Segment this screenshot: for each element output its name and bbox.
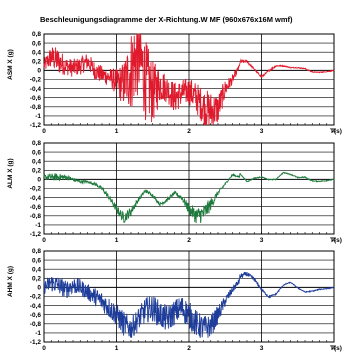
y-axis-label: AHM X (g) bbox=[7, 266, 14, 297]
x-tick-label: 0 bbox=[42, 237, 46, 244]
x-tick-label: 2 bbox=[187, 237, 191, 244]
y-tick-label: 0 bbox=[37, 285, 41, 292]
x-tick-label: 3 bbox=[260, 345, 264, 352]
y-tick-label: 0 bbox=[37, 68, 41, 75]
y-tick-label: -0,4 bbox=[30, 303, 42, 310]
y-tick-label: -1 bbox=[35, 222, 41, 229]
series-line-2 bbox=[43, 171, 335, 224]
y-tick-label: -1 bbox=[35, 113, 41, 120]
x-tick-label: 2 bbox=[187, 128, 191, 135]
x-tick-label: 4 bbox=[332, 128, 336, 135]
y-tick-label: -0,2 bbox=[30, 77, 42, 84]
y-tick-label: 0,6 bbox=[32, 149, 41, 156]
x-tick-label: 4 bbox=[332, 237, 336, 244]
x-axis-label: T(s) bbox=[330, 237, 342, 244]
y-tick-label: -1,2 bbox=[30, 231, 42, 238]
y-tick-label: -0,4 bbox=[30, 195, 42, 202]
y-tick-label: 0,2 bbox=[32, 168, 41, 175]
y-tick-label: -0,8 bbox=[30, 321, 42, 328]
y-tick-label: -1,2 bbox=[30, 122, 42, 129]
x-tick-label: 4 bbox=[332, 345, 336, 352]
series-line-1 bbox=[43, 33, 335, 126]
y-tick-label: 0,2 bbox=[32, 59, 41, 66]
y-tick-label: -0,4 bbox=[30, 86, 42, 93]
y-tick-label: 0 bbox=[37, 177, 41, 184]
chart-panel-3: 0,80,60,40,20-0,2-0,4-0,6-0,8-1-1,20 1 2 3 4… bbox=[7, 248, 342, 352]
chart-panel-1: 0,80,60,40,20-0,2-0,4-0,6-0,8-1-1,20 1 2 3 4… bbox=[7, 31, 342, 135]
x-tick-label: 0 bbox=[42, 128, 46, 135]
x-axis-label: T(s) bbox=[330, 128, 342, 135]
y-tick-label: 0,8 bbox=[32, 248, 41, 255]
y-axis-label: ALM X (g) bbox=[7, 158, 14, 188]
y-tick-label: 0,4 bbox=[32, 158, 41, 165]
y-tick-label: -0,2 bbox=[30, 294, 42, 301]
y-tick-label: -0,6 bbox=[30, 204, 42, 211]
y-tick-label: 0,4 bbox=[32, 266, 41, 273]
y-tick-label: -1 bbox=[35, 330, 41, 337]
x-tick-label: 3 bbox=[260, 237, 264, 244]
x-tick-label: 2 bbox=[187, 345, 191, 352]
x-tick-label: 1 bbox=[115, 345, 119, 352]
chart-panel-2: 0,80,60,40,20-0,2-0,4-0,6-0,8-1-1,20 1 2 3 4… bbox=[7, 140, 342, 244]
y-tick-label: -0,6 bbox=[30, 95, 42, 102]
y-tick-label: 0,6 bbox=[32, 40, 41, 47]
x-tick-label: 3 bbox=[260, 128, 264, 135]
x-tick-label: 1 bbox=[115, 237, 119, 244]
y-tick-label: 0,2 bbox=[32, 276, 41, 283]
y-tick-label: 0,6 bbox=[32, 257, 41, 264]
x-tick-label: 1 bbox=[115, 128, 119, 135]
y-tick-label: 0,4 bbox=[32, 49, 41, 56]
chart-title: Beschleunigungsdiagramme der X-Richtung.… bbox=[40, 15, 293, 24]
y-tick-label: -0,8 bbox=[30, 104, 42, 111]
y-tick-label: -0,2 bbox=[30, 186, 42, 193]
y-tick-label: -0,8 bbox=[30, 213, 42, 220]
y-axis-label: ASM X (g) bbox=[7, 49, 14, 80]
y-tick-label: 0,8 bbox=[32, 140, 41, 147]
y-tick-label: 0,8 bbox=[32, 31, 41, 38]
x-tick-label: 0 bbox=[42, 345, 46, 352]
x-axis-label: T(s) bbox=[330, 345, 342, 352]
y-tick-label: -0,6 bbox=[30, 312, 42, 319]
y-tick-label: -1,2 bbox=[30, 339, 42, 346]
series-line-3 bbox=[43, 271, 335, 338]
